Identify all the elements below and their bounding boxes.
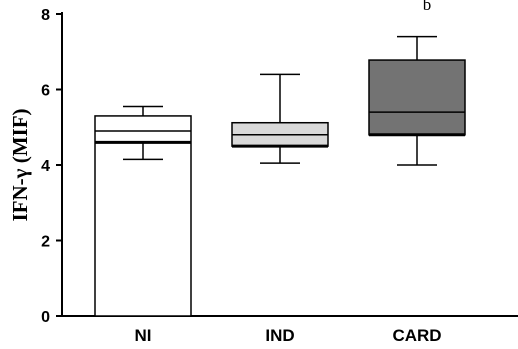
y-tick-label: 8: [41, 7, 50, 24]
x-tick-label: IND: [265, 326, 294, 345]
y-tick-label: 2: [41, 234, 50, 251]
y-axis-title: IFN-γ (MIF): [8, 108, 32, 221]
y-tick-label: 0: [41, 309, 50, 326]
plot-area: 0 2 4 6 8 NI IND CARD b: [41, 0, 518, 345]
y-tick-label: 6: [41, 83, 50, 100]
x-tick-label: NI: [135, 326, 152, 345]
box-body: [368, 59, 466, 136]
x-tick-label: CARD: [392, 326, 441, 345]
y-tick-label: 4: [41, 158, 50, 175]
significance-annotation: b: [423, 0, 432, 14]
